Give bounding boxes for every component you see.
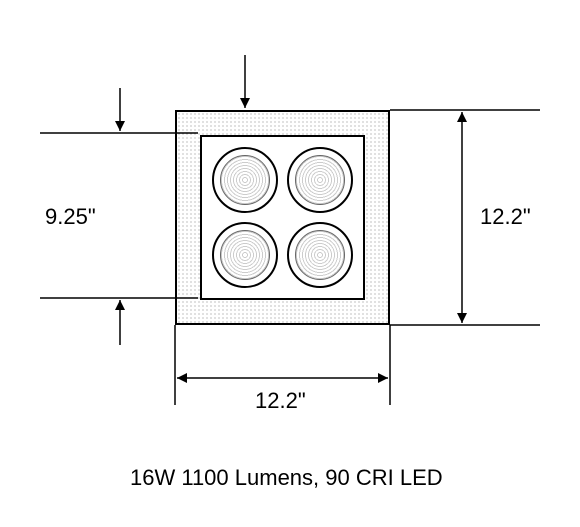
led-head-bottom-left <box>212 222 278 288</box>
led-head-bottom-right <box>287 222 353 288</box>
led-head-top-right <box>287 147 353 213</box>
fixture-outer-square <box>175 110 390 325</box>
fixture-inner-cutout <box>200 135 365 300</box>
dim-label-outer-height: 12.2" <box>480 204 531 230</box>
dim-label-outer-width: 12.2" <box>255 388 306 414</box>
led-head-top-left <box>212 147 278 213</box>
drawing-container: 9.25" 12.2" 12.2" 16W 1100 Lumens, 90 CR… <box>0 0 580 527</box>
spec-caption: 16W 1100 Lumens, 90 CRI LED <box>130 465 443 491</box>
dim-label-inner-height: 9.25" <box>45 204 96 230</box>
